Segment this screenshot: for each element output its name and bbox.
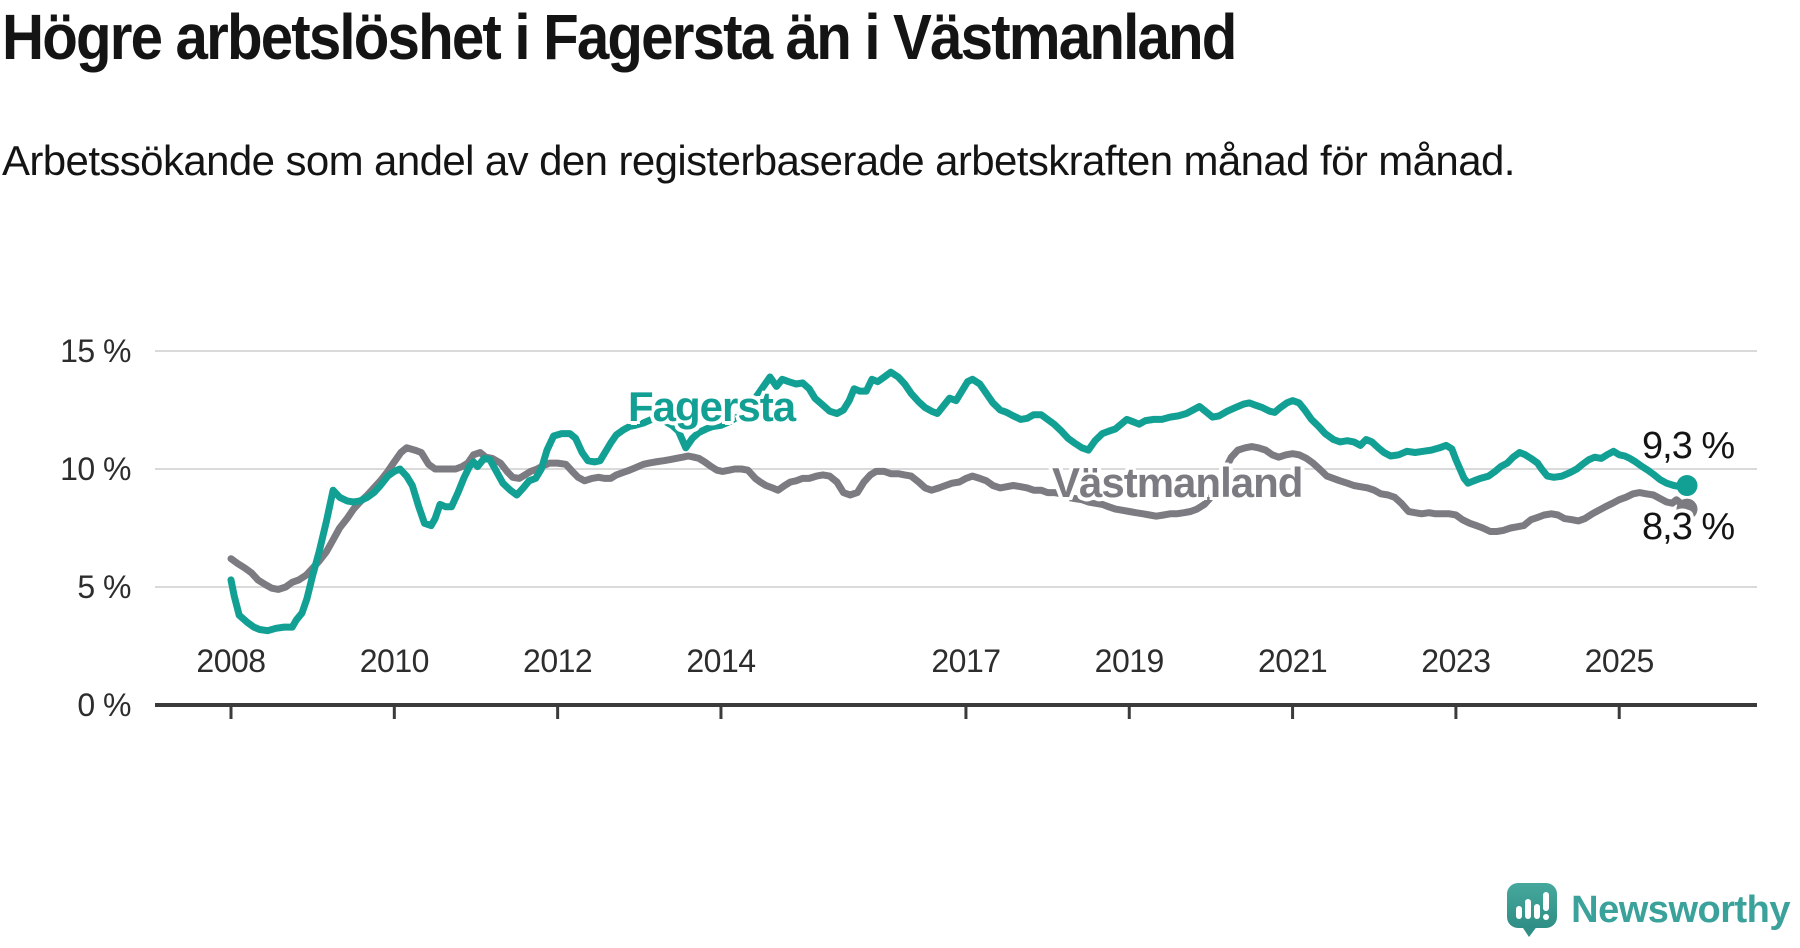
x-axis-label-2010: 2010: [359, 643, 430, 679]
y-axis-label-15: 15 %: [60, 333, 131, 369]
series-label-fagersta: Fagersta: [628, 383, 796, 430]
x-axis-label-2019: 2019: [1094, 643, 1165, 679]
end-dot-vastmanland: [1676, 498, 1698, 520]
line-vastmanland: [227, 443, 1691, 593]
series-label-vastmanland: Västmanland: [1052, 459, 1303, 506]
newsworthy-logo: Newsworthy: [1506, 882, 1790, 938]
x-axis-label-2012: 2012: [523, 643, 593, 679]
end-value-label-fagersta: 9,3 %: [1642, 425, 1735, 467]
x-axis-label-2021: 2021: [1257, 643, 1328, 679]
end-dot-fagersta: [1676, 475, 1698, 497]
y-axis-label-0: 0 %: [77, 687, 131, 723]
newsworthy-chart-bubble-icon: [1507, 883, 1558, 937]
y-axis-label-5: 5 %: [77, 569, 131, 605]
newsworthy-wordmark: Newsworthy: [1571, 888, 1790, 931]
chart-subtitle: Arbetssökande som andel av den registerb…: [2, 137, 1515, 184]
x-axis-label-2008: 2008: [196, 643, 266, 679]
x-axis-label-2025: 2025: [1584, 643, 1655, 679]
page-title: Högre arbetslöshet i Fagersta än i Västm…: [2, 1, 1237, 73]
x-axis-label-2014: 2014: [686, 643, 756, 679]
line-fagersta: [227, 368, 1691, 635]
y-axis-label-10: 10 %: [60, 451, 131, 487]
x-axis-label-2023: 2023: [1421, 643, 1491, 679]
x-axis-label-2017: 2017: [931, 643, 1001, 679]
end-value-label-vastmanland: 8,3 %: [1642, 506, 1735, 548]
